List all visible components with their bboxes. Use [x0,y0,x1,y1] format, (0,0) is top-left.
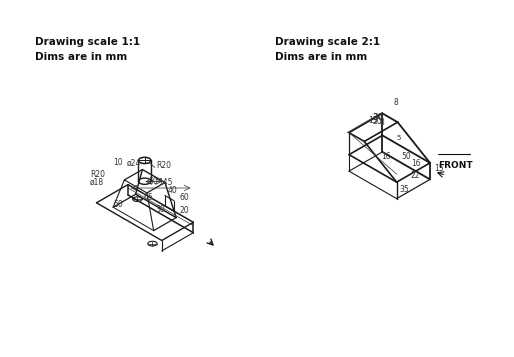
Text: 50: 50 [401,152,411,161]
Text: R20: R20 [90,170,105,179]
Text: 16: 16 [381,152,391,161]
Text: 8: 8 [393,99,398,107]
Text: 13: 13 [369,116,378,125]
Text: 65: 65 [143,193,153,202]
Text: R20: R20 [156,161,171,170]
Text: 35: 35 [400,185,410,194]
Text: 50: 50 [149,176,158,186]
Text: 40: 40 [168,186,178,195]
Text: ø24: ø24 [126,159,141,167]
Text: Drawing scale 1:1: Drawing scale 1:1 [35,37,140,47]
Text: ø18: ø18 [90,178,104,187]
Text: 5: 5 [396,135,401,141]
Text: 10: 10 [113,158,123,167]
Text: 15: 15 [434,164,444,173]
Text: 16: 16 [411,159,421,168]
Text: 22: 22 [411,171,420,180]
Text: 50: 50 [113,200,123,209]
Text: FRONT: FRONT [438,161,473,170]
Text: Dims are in mm: Dims are in mm [275,52,367,62]
Text: 145: 145 [158,178,173,187]
Text: 20: 20 [179,206,189,215]
Text: 30: 30 [372,113,383,122]
Text: 8: 8 [379,118,384,127]
Text: Dims are in mm: Dims are in mm [35,52,127,62]
Text: 30: 30 [156,205,166,214]
Text: 60: 60 [179,193,189,202]
Text: 20: 20 [372,117,382,126]
Text: Drawing scale 2:1: Drawing scale 2:1 [275,37,380,47]
